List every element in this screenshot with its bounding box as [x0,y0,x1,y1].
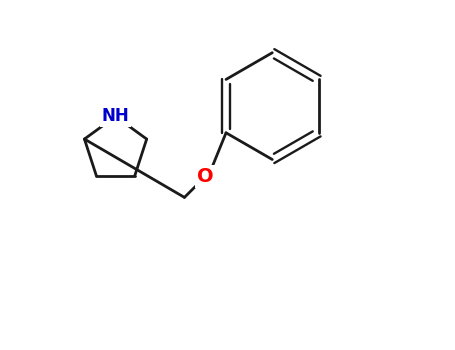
Text: O: O [197,167,213,186]
Text: NH: NH [101,107,129,125]
